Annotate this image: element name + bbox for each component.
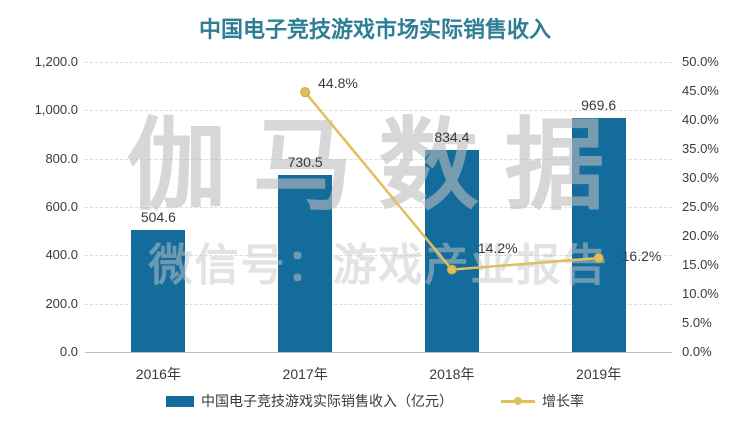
left-y-axis-tick: 800.0 xyxy=(45,150,78,166)
growth-rate-label: 44.8% xyxy=(318,75,358,92)
left-y-axis-tick: 0.0 xyxy=(59,344,78,359)
x-axis-line xyxy=(85,352,672,353)
data-point-marker xyxy=(446,264,457,275)
x-axis-label: 2016年 xyxy=(135,366,181,382)
x-axis-label: 2017年 xyxy=(282,366,328,382)
bar-value-label: 834.4 xyxy=(434,129,470,146)
growth-rate-label: 14.2% xyxy=(477,239,518,256)
right-y-axis-tick: 15.0% xyxy=(682,257,719,272)
bar-2019年 xyxy=(571,117,626,352)
left-y-axis-tick: 1,200.0 xyxy=(34,54,78,69)
legend-label-revenue: 中国电子竞技游戏实际销售收入（亿元） xyxy=(201,393,453,409)
bar-swatch-icon xyxy=(166,395,194,407)
right-y-axis-tick: 10.0% xyxy=(682,286,719,301)
right-y-axis-tick: 30.0% xyxy=(682,170,719,185)
right-y-axis-tick: 45.0% xyxy=(682,83,719,98)
legend: 中国电子竞技游戏实际销售收入（亿元） 增长率 xyxy=(0,391,750,411)
legend-item-growth: 增长率 xyxy=(501,391,584,411)
line-swatch-icon xyxy=(501,397,535,405)
right-y-axis-tick: 25.0% xyxy=(682,199,719,214)
left-y-axis-tick: 400.0 xyxy=(45,247,78,263)
gridline xyxy=(85,158,672,160)
growth-line xyxy=(304,91,599,271)
gridline xyxy=(85,62,672,63)
growth-rate-label: 16.2% xyxy=(621,248,662,265)
left-y-axis-tick: 200.0 xyxy=(45,295,78,311)
gridline xyxy=(85,303,672,305)
left-y-axis-tick: 600.0 xyxy=(45,199,78,214)
right-y-axis-tick: 40.0% xyxy=(682,112,719,127)
growth-line-layer xyxy=(300,87,604,275)
right-y-axis-tick: 35.0% xyxy=(682,141,719,156)
line-marker-icon xyxy=(514,397,522,405)
bar-value-label: 730.5 xyxy=(287,154,323,171)
plot-area: 504.6 730.5 834.4 969.6 44.8% 14.2% 16.2% xyxy=(85,62,672,353)
gridline xyxy=(85,207,672,208)
data-point-marker xyxy=(300,87,311,98)
bar-2016年 xyxy=(131,230,186,352)
legend-label-growth: 增长率 xyxy=(542,393,584,409)
gridline xyxy=(85,255,672,257)
right-y-axis-tick: 20.0% xyxy=(682,228,719,243)
bar-2018年 xyxy=(424,150,479,352)
chart-title: 中国电子竞技游戏市场实际销售收入 xyxy=(198,17,551,42)
bar-value-label: 504.6 xyxy=(140,209,176,226)
right-y-axis-tick: 5.0% xyxy=(682,315,712,330)
right-y-axis-tick: 0.0% xyxy=(682,344,712,359)
legend-item-revenue: 中国电子竞技游戏实际销售收入（亿元） xyxy=(166,391,453,411)
left-y-axis-tick: 1,000.0 xyxy=(34,102,78,118)
x-axis-label: 2018年 xyxy=(429,366,475,382)
data-point-marker xyxy=(593,253,604,264)
gridline xyxy=(85,110,672,112)
right-y-axis-tick: 50.0% xyxy=(682,54,719,69)
bar-2017年 xyxy=(278,175,333,352)
bar-value-label: 969.6 xyxy=(581,96,617,113)
x-axis-label: 2019年 xyxy=(576,366,622,382)
